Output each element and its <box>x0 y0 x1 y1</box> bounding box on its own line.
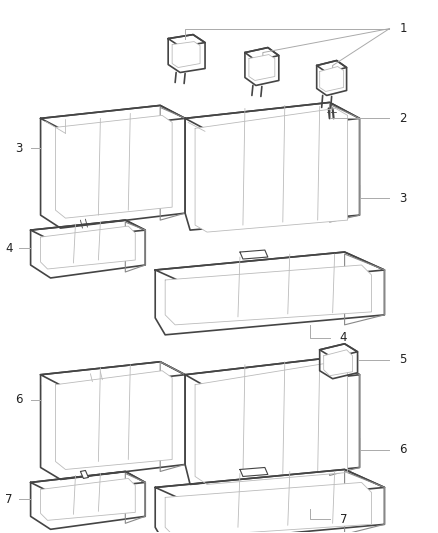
Polygon shape <box>160 108 185 220</box>
Text: 2: 2 <box>399 112 407 125</box>
Polygon shape <box>185 102 360 134</box>
Polygon shape <box>240 250 268 259</box>
Text: 3: 3 <box>399 192 407 205</box>
Text: 5: 5 <box>399 353 407 366</box>
Polygon shape <box>245 47 279 85</box>
Polygon shape <box>320 67 343 92</box>
Polygon shape <box>31 220 145 278</box>
Polygon shape <box>155 470 385 505</box>
Polygon shape <box>185 358 360 484</box>
Polygon shape <box>320 344 357 358</box>
Polygon shape <box>195 108 348 232</box>
Polygon shape <box>165 482 371 533</box>
Polygon shape <box>168 35 205 46</box>
Polygon shape <box>330 360 360 475</box>
Polygon shape <box>172 42 200 68</box>
Polygon shape <box>168 35 205 72</box>
Text: 7: 7 <box>339 513 347 526</box>
Polygon shape <box>41 106 185 131</box>
Polygon shape <box>185 102 360 230</box>
Polygon shape <box>240 467 268 477</box>
Polygon shape <box>249 54 275 80</box>
Polygon shape <box>56 371 172 470</box>
Text: 3: 3 <box>15 142 22 155</box>
Text: 7: 7 <box>5 493 12 506</box>
Polygon shape <box>320 344 357 379</box>
Polygon shape <box>345 254 385 325</box>
Polygon shape <box>41 226 135 269</box>
Text: 6: 6 <box>399 443 407 456</box>
Polygon shape <box>155 252 385 335</box>
Polygon shape <box>155 470 385 533</box>
Text: 6: 6 <box>15 393 22 406</box>
Polygon shape <box>125 222 145 272</box>
Polygon shape <box>81 471 88 479</box>
Polygon shape <box>56 116 172 218</box>
Polygon shape <box>41 362 185 387</box>
Polygon shape <box>160 362 185 472</box>
Polygon shape <box>41 106 185 228</box>
Polygon shape <box>324 350 353 376</box>
Polygon shape <box>345 472 385 533</box>
Polygon shape <box>185 358 360 392</box>
Text: 4: 4 <box>5 241 12 255</box>
Polygon shape <box>31 472 145 492</box>
Text: 4: 4 <box>339 332 347 344</box>
Polygon shape <box>155 252 385 288</box>
Polygon shape <box>41 479 135 520</box>
Polygon shape <box>317 61 346 95</box>
Polygon shape <box>317 61 346 72</box>
Polygon shape <box>31 220 145 240</box>
Polygon shape <box>41 362 185 480</box>
Polygon shape <box>31 472 145 529</box>
Polygon shape <box>165 265 371 325</box>
Polygon shape <box>195 362 348 484</box>
Polygon shape <box>330 104 360 222</box>
Polygon shape <box>125 473 145 523</box>
Text: 1: 1 <box>399 22 407 35</box>
Polygon shape <box>245 47 279 61</box>
